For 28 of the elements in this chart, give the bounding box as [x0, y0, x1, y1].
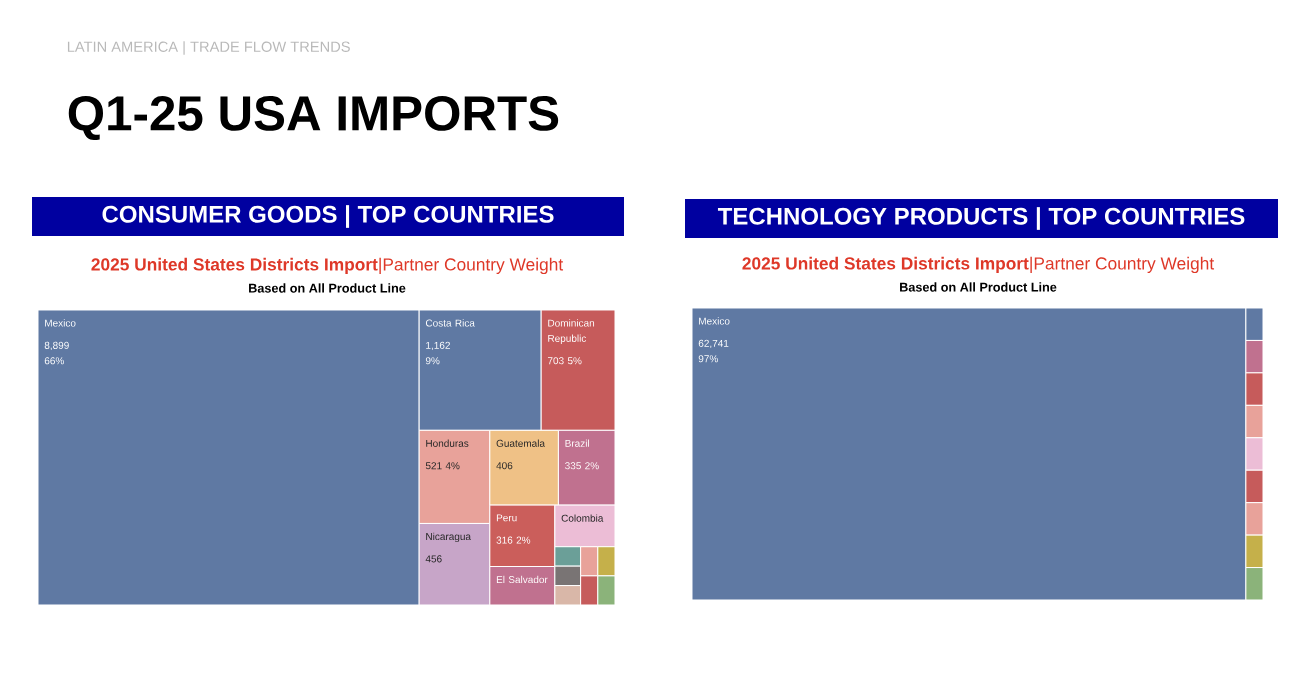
data-label: 406 [496, 462, 513, 470]
data-label: 8,899 66% [44, 341, 69, 365]
category-label: El Salvador [496, 575, 548, 584]
category-label: Mexico [45, 319, 76, 327]
data-label: 703 5% [547, 357, 582, 365]
category-label: Guatemala [496, 439, 546, 447]
text: TECHNOLOGY PRODUCTS | TOP COUNTRIES [717, 207, 1245, 230]
category-label: Costa Rica [425, 319, 475, 327]
category-label: Brazil [565, 439, 590, 447]
category-label: Nicaragua [426, 532, 471, 543]
category-label: Honduras [426, 439, 469, 447]
data-label: 521 4% [425, 462, 460, 470]
category-label: Mexico [699, 317, 730, 325]
text: Based on All Product Line [249, 283, 406, 293]
data-label: 1,162 9% [425, 341, 450, 365]
data-label: 316 2% [496, 536, 531, 544]
category-label: Peru [496, 514, 517, 522]
text: Based on All Product Line [900, 282, 1057, 292]
text: Q1-25 USA IMPORTS [68, 95, 559, 141]
data-label: 335 2% [565, 462, 599, 470]
text: 2025 United States Districts Import|Partner Country Weight [91, 257, 564, 275]
data-label: 62,741 97% [698, 339, 729, 363]
text: CONSUMER GOODS | TOP COUNTRIES [102, 205, 554, 228]
text: LATIN AMERICA | TRADE FLOW TRENDS [67, 41, 350, 55]
data-label: 456 [425, 555, 442, 563]
text: 2025 United States Districts Import|Partner Country Weight [742, 256, 1215, 274]
category-label: Dominican Republic [548, 319, 595, 344]
category-label: Colombia [561, 514, 604, 522]
